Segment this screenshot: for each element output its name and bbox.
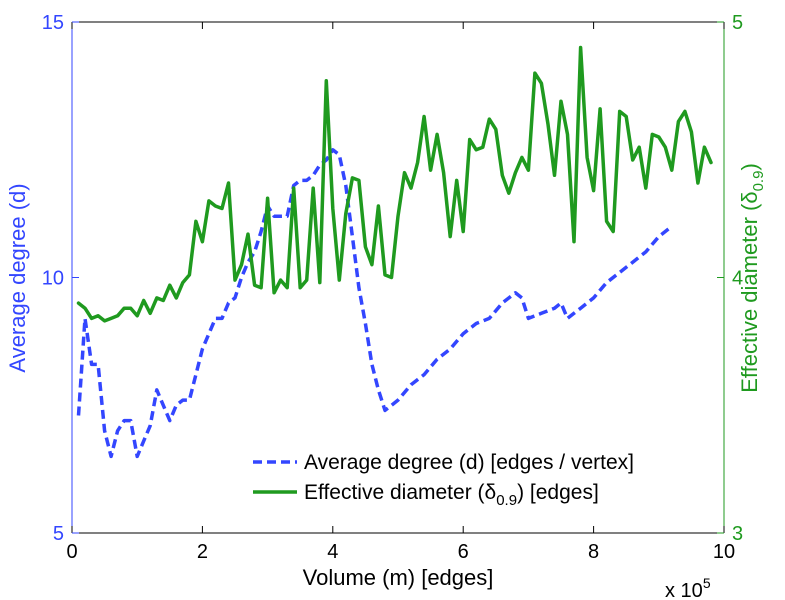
x-tick-label: 4 <box>327 541 338 563</box>
legend-label-average-degree: Average degree (d) [edges / vertex] <box>304 451 634 474</box>
x-tick-label: 0 <box>66 541 77 563</box>
legend-ed-end: ) [edges] <box>517 481 599 504</box>
series-layer <box>76 45 713 459</box>
left-y-axis-ticks: 5 10 15 <box>42 12 79 545</box>
left-y-tick-label: 5 <box>53 523 64 545</box>
x-multiplier-exponent: 5 <box>703 575 711 591</box>
x-axis-label: Volume (m) [edges] <box>303 565 494 590</box>
left-y-axis-label: Average degree (d) <box>5 183 30 372</box>
left-y-tick-label: 15 <box>42 12 64 34</box>
x-axis-ticks: 0 2 4 6 8 10 <box>66 22 735 563</box>
right-y-tick-label: 5 <box>732 12 743 34</box>
x-multiplier-base: x 10 <box>665 580 703 600</box>
legend-ed-sub: 0.9 <box>496 492 517 509</box>
series-average-degree-line <box>76 148 673 459</box>
series-effective-diameter-line <box>76 45 713 323</box>
right-y-label-end: ) <box>737 163 762 170</box>
x-tick-label: 10 <box>713 541 735 563</box>
right-y-tick-label: 3 <box>732 523 743 545</box>
right-y-tick-label: 4 <box>732 268 743 290</box>
right-y-label-sub: 0.9 <box>750 171 767 192</box>
legend: Average degree (d) [edges / vertex] Effe… <box>253 451 634 509</box>
x-axis-multiplier: x 105 <box>665 575 711 600</box>
x-tick-label: 8 <box>588 541 599 563</box>
right-y-axis-ticks: 3 4 5 <box>717 12 743 545</box>
legend-ed-main: Effective diameter (δ <box>304 481 496 504</box>
right-y-axis-label: Effective diameter (δ0.9) <box>737 163 767 393</box>
right-y-label-main: Effective diameter (δ <box>737 191 762 392</box>
left-y-tick-label: 10 <box>42 268 64 290</box>
x-tick-label: 2 <box>197 541 208 563</box>
legend-label-effective-diameter: Effective diameter (δ0.9) [edges] <box>304 481 599 509</box>
x-tick-label: 6 <box>458 541 469 563</box>
